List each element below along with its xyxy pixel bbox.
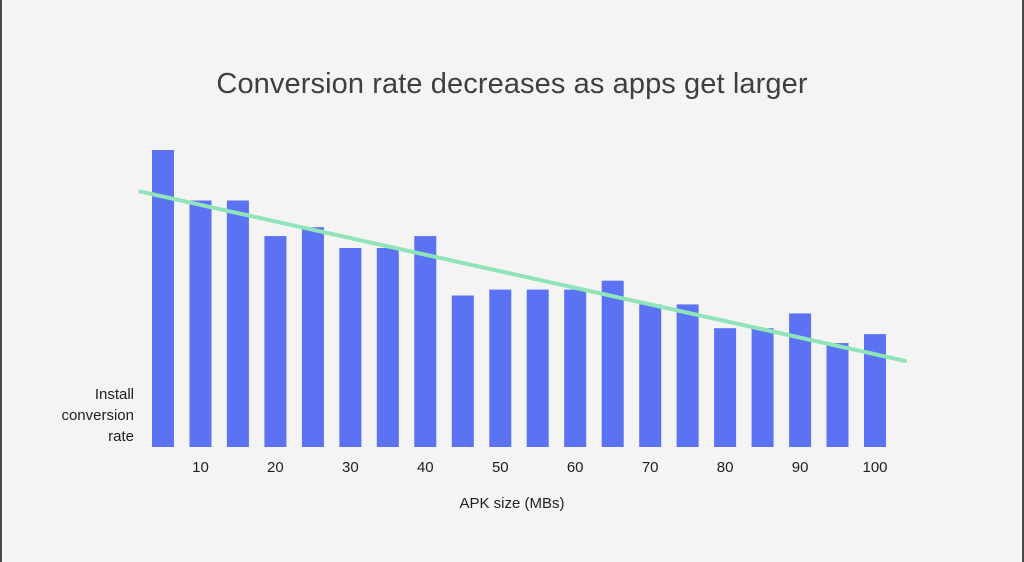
bar-10: [189, 200, 212, 447]
bar-35: [376, 248, 399, 447]
x-tick-label-100: 100: [862, 459, 887, 476]
bar-40: [414, 236, 437, 447]
x-tick-label-60: 60: [567, 459, 584, 476]
x-tick-label-70: 70: [642, 459, 659, 476]
left-edge-border: [0, 0, 2, 562]
bar-70: [639, 304, 662, 447]
bar-50: [489, 289, 512, 447]
y-axis-label-line-1: Install: [95, 386, 134, 403]
x-tick-label-30: 30: [342, 459, 359, 476]
bar-25: [301, 227, 324, 447]
bar-60: [564, 289, 587, 447]
right-edge-border: [1022, 0, 1024, 562]
bar-90: [789, 313, 812, 447]
bars-group: [152, 150, 886, 447]
bar-55: [526, 289, 549, 447]
bar-100: [864, 334, 886, 447]
x-tick-label-10: 10: [192, 459, 209, 476]
bar-80: [714, 328, 737, 447]
x-tick-label-90: 90: [792, 459, 809, 476]
bar-15: [226, 200, 249, 447]
x-tick-labels: 10 20 30 40 50 60 70 80 90 100: [192, 459, 887, 476]
x-tick-label-80: 80: [717, 459, 734, 476]
bar-45: [451, 295, 474, 447]
bar-75: [676, 304, 699, 447]
chart-title: Conversion rate decreases as apps get la…: [216, 68, 808, 100]
bar-65: [601, 280, 624, 447]
bar-85: [751, 328, 774, 447]
bar-95: [826, 343, 849, 447]
bar-20: [264, 236, 287, 447]
x-tick-label-40: 40: [417, 459, 434, 476]
y-axis-label-line-2: conversion: [61, 407, 134, 424]
y-axis-label: Install conversion rate: [61, 386, 134, 445]
trendline: [138, 189, 907, 363]
y-axis-label-line-3: rate: [108, 428, 134, 445]
bar-30: [339, 248, 362, 447]
x-tick-label-20: 20: [267, 459, 284, 476]
bar-5: [152, 150, 174, 447]
x-axis-label: APK size (MBs): [459, 495, 564, 512]
x-tick-label-50: 50: [492, 459, 509, 476]
